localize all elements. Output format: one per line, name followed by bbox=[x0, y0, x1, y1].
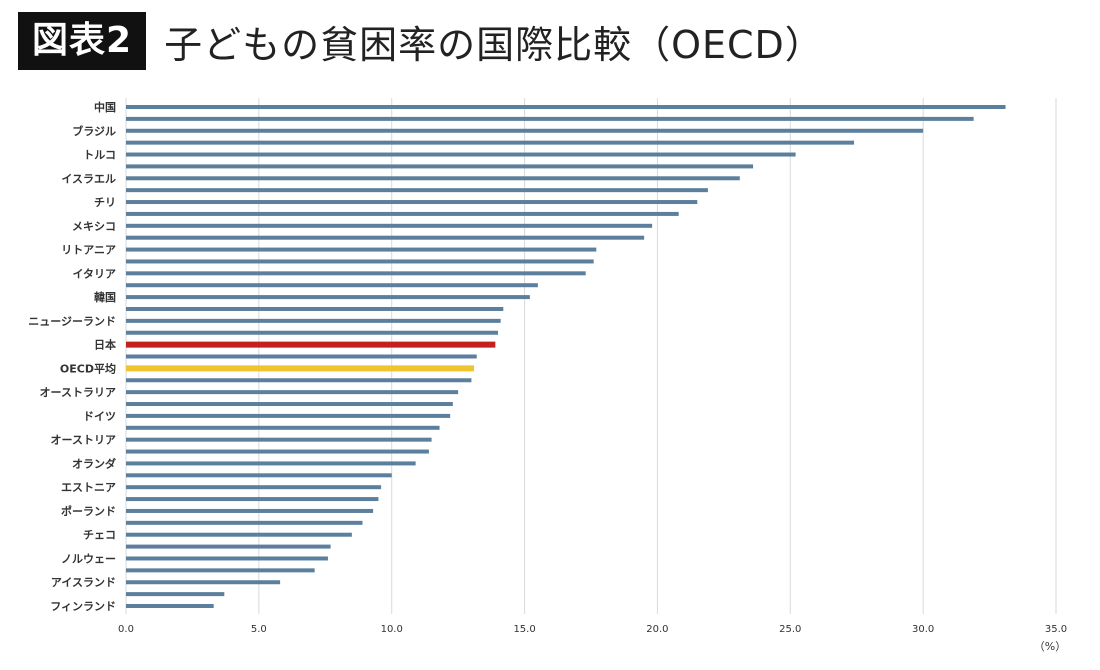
bar bbox=[126, 413, 451, 418]
bar bbox=[126, 235, 645, 240]
category-label: リトアニア bbox=[61, 244, 116, 257]
bar bbox=[126, 306, 504, 311]
category-label: 日本 bbox=[94, 338, 116, 352]
bar bbox=[126, 497, 379, 502]
bar bbox=[126, 485, 382, 490]
bar bbox=[126, 271, 586, 276]
bar bbox=[126, 116, 974, 121]
category-label: オーストラリア bbox=[40, 386, 116, 399]
bars bbox=[126, 105, 1006, 608]
bar bbox=[126, 425, 440, 430]
category-label: 韓国 bbox=[94, 290, 116, 304]
x-tick-label: 25.0 bbox=[779, 624, 801, 635]
bar bbox=[126, 520, 363, 525]
x-tick-labels: 0.0 5.0 10.0 15.0 20.0 25.0 30.0 35.0 bbox=[118, 624, 1067, 635]
category-label: チェコ bbox=[83, 529, 116, 542]
bar bbox=[126, 580, 281, 585]
bar bbox=[126, 176, 740, 181]
bar bbox=[126, 354, 477, 359]
bar bbox=[126, 461, 416, 466]
bar bbox=[126, 223, 653, 228]
bar bbox=[126, 437, 432, 442]
category-label: エストニア bbox=[61, 481, 116, 494]
bar bbox=[126, 556, 328, 561]
bar bbox=[126, 318, 501, 323]
category-label: ノルウェー bbox=[61, 552, 116, 565]
category-label: アイスランド bbox=[51, 576, 116, 589]
bar bbox=[126, 247, 597, 252]
category-label: トルコ bbox=[83, 149, 116, 162]
gridlines bbox=[125, 98, 1057, 614]
bar bbox=[126, 140, 855, 145]
category-label: オーストリア bbox=[51, 434, 116, 447]
category-label: チリ bbox=[94, 196, 116, 209]
x-tick-label: 10.0 bbox=[381, 624, 403, 635]
bar bbox=[126, 508, 374, 513]
bar bbox=[126, 592, 225, 597]
category-label: 中国 bbox=[94, 100, 116, 114]
x-tick-label: 30.0 bbox=[912, 624, 934, 635]
bar bbox=[126, 295, 530, 300]
category-label: ドイツ bbox=[83, 410, 116, 423]
chart-title: 子どもの貧困率の国際比較（OECD） bbox=[164, 22, 824, 67]
bar bbox=[126, 128, 924, 133]
bar bbox=[126, 378, 472, 383]
bar bbox=[126, 568, 315, 573]
category-labels: 中国ブラジルトルコイスラエルチリメキシコリトアニアイタリア韓国ニュージーランド日… bbox=[28, 100, 116, 613]
category-label: オランダ bbox=[72, 456, 116, 470]
category-label: メキシコ bbox=[72, 220, 116, 233]
category-label: ニュージーランド bbox=[28, 315, 116, 328]
category-label: イスラエル bbox=[61, 172, 116, 185]
bar bbox=[126, 604, 214, 608]
unit-label: （%） bbox=[1034, 640, 1066, 653]
bar bbox=[126, 390, 459, 395]
x-tick-label: 35.0 bbox=[1045, 624, 1067, 635]
bar bbox=[126, 341, 496, 348]
x-tick-label: 20.0 bbox=[646, 624, 668, 635]
bar bbox=[126, 532, 352, 537]
chart-header: 図表2 子どもの貧困率の国際比較（OECD） bbox=[18, 12, 824, 70]
x-tick-label: 5.0 bbox=[251, 624, 267, 635]
figure-badge: 図表2 bbox=[18, 12, 147, 70]
x-tick-label: 15.0 bbox=[513, 624, 535, 635]
bar bbox=[126, 188, 708, 193]
bar bbox=[126, 200, 698, 205]
bar bbox=[126, 473, 392, 478]
bar bbox=[126, 449, 429, 454]
bar bbox=[126, 105, 1006, 109]
bar bbox=[126, 365, 475, 372]
bar bbox=[126, 283, 538, 288]
bar bbox=[126, 152, 796, 157]
category-label: ポーランド bbox=[61, 504, 116, 518]
category-label: OECD平均 bbox=[60, 361, 116, 375]
category-label: フィンランド bbox=[50, 600, 116, 613]
x-tick-label: 0.0 bbox=[118, 624, 134, 635]
bar bbox=[126, 544, 331, 549]
bar bbox=[126, 402, 453, 407]
category-label: ブラジル bbox=[72, 124, 116, 138]
category-label: イタリア bbox=[72, 267, 116, 280]
bar bbox=[126, 330, 498, 335]
bar bbox=[126, 259, 594, 264]
bar bbox=[126, 211, 679, 216]
bar bbox=[126, 164, 754, 169]
